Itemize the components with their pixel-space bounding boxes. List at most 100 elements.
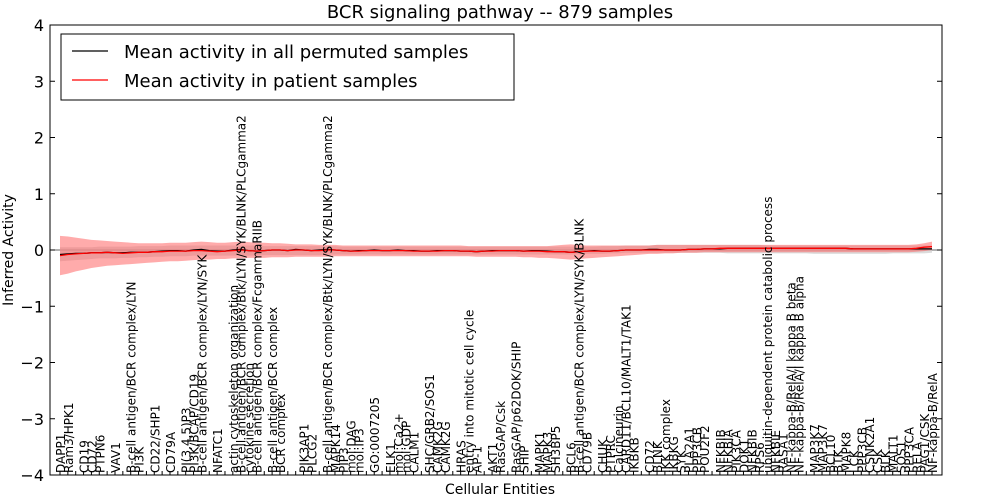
x-tick-label: BCR complex — [274, 394, 288, 473]
y-tick-label: −1 — [20, 297, 44, 316]
x-tick-label: AP-1 — [470, 446, 484, 473]
x-tick-label: B-cell antigen/BCR complex/Btk/LYN/SYK/B… — [321, 115, 335, 473]
y-tick-label: −4 — [20, 466, 44, 485]
x-tick-label: BLK — [879, 449, 893, 473]
x-tick-label: IKBKB — [627, 437, 641, 473]
x-tick-label: CHUK — [596, 438, 610, 473]
x-tick-label: MALT1 — [887, 434, 901, 473]
x-tick-label: mol:DAG — [345, 420, 359, 473]
x-tick-label: PPP3CB — [690, 427, 704, 473]
x-tick-label: LCK — [847, 449, 861, 473]
legend-label-permuted: Mean activity in all permuted samples — [124, 42, 468, 63]
x-tick-label: MAPK14 — [329, 424, 343, 473]
x-tick-label: CD79A — [164, 431, 178, 473]
x-tick-label: CAMK2G — [431, 421, 445, 473]
x-tick-label: MAP3K7 — [808, 424, 822, 473]
x-tick-label: PI(3,4,5)P3 — [180, 407, 194, 473]
x-tick-label: SOS1 — [895, 441, 909, 473]
x-tick-label: PIP3 — [337, 447, 351, 473]
x-tick-label: RPS6 — [753, 442, 767, 473]
x-tick-label: NFATC1 — [211, 428, 225, 473]
x-tick-label: PI3K — [133, 446, 147, 473]
x-tick-label: DAPP1 — [54, 434, 68, 473]
x-tick-label: BCL6 — [565, 442, 579, 473]
x-tick-label: CD19 — [78, 440, 92, 473]
x-tick-label: PTPRC — [604, 435, 618, 473]
y-tick-label: −2 — [20, 354, 44, 373]
x-tick-label: PIK3AP1 — [298, 424, 312, 473]
x-tick-label: BCL10 — [824, 435, 838, 473]
x-tick-label: IKBKG — [667, 436, 681, 473]
x-tick-label: B-cell antigen/BCR complex — [266, 307, 280, 473]
y-tick-label: −3 — [20, 410, 44, 429]
x-tick-label: CALM1 — [408, 432, 422, 473]
x-tick-label: mol:IP3 — [353, 428, 367, 473]
x-tick-label: cytokine secretion — [243, 363, 257, 473]
legend-label-patient: Mean activity in patient samples — [124, 71, 418, 92]
x-tick-label: CAMK2G — [439, 421, 453, 473]
y-tick-label: 2 — [34, 129, 44, 148]
x-tick-label: NF-kappa-B/RelA — [926, 372, 940, 473]
x-tick-label: mol:Ca2+ — [392, 413, 406, 473]
band-patient — [60, 235, 932, 276]
x-tick-label: DOK1 — [737, 439, 751, 473]
x-tick-label: CSK — [871, 448, 885, 473]
x-tick-label: ELK1 — [384, 443, 398, 473]
x-tick-label: CSNK2A1 — [863, 417, 877, 473]
x-tick-label: IKK complex — [659, 399, 673, 473]
x-tick-label: SYK — [675, 449, 689, 473]
x-tick-label: B-cell antigen/BCR complex/FcgammaRIIB — [250, 220, 264, 473]
x-tick-label: MAPK8 — [840, 432, 854, 473]
x-tick-label: CD72 — [643, 440, 657, 473]
x-tick-label: B-cell antigen/BCR complex/Btk/LYN/SYK/B… — [235, 115, 249, 473]
chart-title: BCR signaling pathway -- 879 samples — [327, 2, 673, 23]
x-tick-label: SHIP — [517, 446, 531, 473]
y-tick-label: 3 — [34, 72, 44, 91]
x-tick-label: NF-kappa-B/RelA/I kappa B beta — [785, 282, 799, 473]
x-tick-label: mol:GDP — [400, 421, 414, 473]
legend: Mean activity in all permuted samples Me… — [60, 33, 515, 101]
x-tick-label: PI3K/BCAP/CD19 — [188, 374, 202, 473]
x-tick-label: NFKBIB — [745, 429, 759, 473]
x-tick-label: MAPK3 — [541, 432, 555, 473]
x-tick-label: NFKBIE — [769, 430, 783, 473]
x-tick-label: CD72 — [85, 440, 99, 473]
line-patient — [59, 245, 933, 257]
x-tick-label: VAV1 — [109, 442, 123, 473]
y-axis-label: Inferred Activity — [1, 194, 17, 306]
x-tick-label: SH3BP5 — [549, 426, 563, 473]
x-tick-label: PIK3CA — [730, 429, 744, 473]
x-tick-label: PLCG2 — [305, 434, 319, 473]
x-tick-label: RasGAP/p62DOK/SHIP — [510, 342, 524, 473]
x-tick-label: RASA1 — [777, 433, 791, 473]
x-tick-label: HRAS — [455, 440, 469, 473]
y-tick-label: 0 — [34, 241, 44, 260]
y-tick-label: 1 — [34, 185, 44, 204]
x-tick-label: CD22/SHP1 — [148, 405, 162, 473]
x-tick-label: RasGAP/Csk — [494, 401, 508, 473]
x-tick-label: B-cell antigen/BCR complex/LYN/SYK — [195, 253, 209, 473]
x-tick-label: BTK — [832, 448, 846, 473]
y-tick-label: 4 — [34, 16, 44, 35]
x-tick-label: ubiquitin-dependent protein catabolic pr… — [761, 197, 775, 473]
x-tick-label: MAPK1 — [533, 432, 547, 473]
x-tick-label: Ram3/HPK1 — [62, 402, 76, 473]
legend-box — [60, 33, 515, 101]
x-tick-label: PAG1/CSK — [918, 413, 932, 473]
x-tick-label: PPP3CA — [902, 426, 916, 473]
x-tick-label: entry into mitotic cell cycle — [463, 310, 477, 473]
x-tick-label: Calcineurin — [612, 406, 626, 473]
x-tick-label: NFKBIB — [714, 429, 728, 473]
x-tick-label: B-cell antigen/BCR complex/LYN — [125, 281, 139, 473]
x-tick-label: MAP3K7 — [816, 424, 830, 473]
x-tick-label: POU2F2 — [698, 425, 712, 473]
x-axis-label: Cellular Entities — [445, 482, 555, 498]
x-tick-label: PTPN6 — [93, 435, 107, 473]
x-tick-label: B-cell antigen/BCR complex/LYN/SYK/BLNK — [572, 218, 586, 473]
x-tick-label: actin cytoskeleton organization — [227, 285, 241, 473]
x-tick-label: SHC/GRB2/SOS1 — [423, 374, 437, 473]
x-tick-label: CARD11/BCL10/MALT1/TAK1 — [620, 304, 634, 473]
x-tick-label: GO:0007205 — [368, 397, 382, 473]
x-tick-label: NFKBIA — [722, 428, 736, 473]
